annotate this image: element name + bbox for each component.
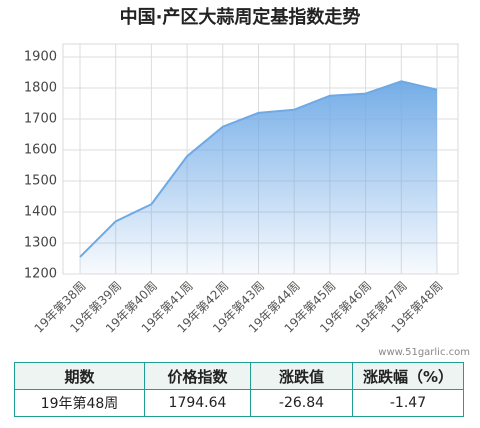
y-tick-label: 1800 [24,81,57,96]
y-tick-label: 1900 [24,50,57,65]
header-cell: 涨跌幅（%） [352,362,464,390]
header-row: 期数 价格指数 涨跌值 涨跌幅（%） [14,362,464,390]
y-tick-label: 1200 [24,267,57,282]
header-cell: 涨跌值 [250,362,353,390]
cell: -26.84 [250,389,353,417]
y-tick-label: 1600 [24,143,57,158]
cell: -1.47 [352,389,464,417]
y-tick-label: 1400 [24,205,57,220]
y-tick-label: 1500 [24,174,57,189]
line [79,80,438,258]
y-tick-label: 1300 [24,236,57,251]
cell: 1794.64 [144,389,251,417]
header-cell: 期数 [14,362,145,390]
watermark: www.51garlic.com [378,347,470,358]
y-tick-label: 1700 [24,112,57,127]
area [80,81,437,274]
chart: 中国·产区大蒜周定基指数走势 www.51garlic.com 1200 1300… [24,6,470,358]
summary-table: 期数 价格指数 涨跌值 涨跌幅（%） 19年第48周 1794.64 -26.8… [14,362,464,417]
chart-title: 中国·产区大蒜周定基指数走势 [120,6,361,28]
data-row: 19年第48周 1794.64 -26.84 -1.47 [14,389,464,417]
cell: 19年第48周 [14,389,145,417]
header-cell: 价格指数 [144,362,251,390]
